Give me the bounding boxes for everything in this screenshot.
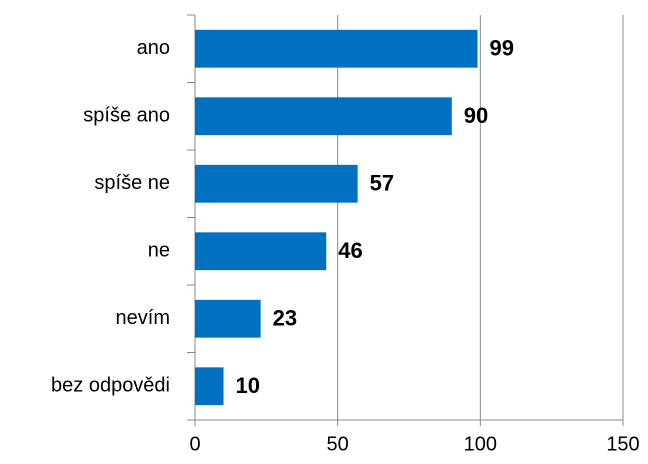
bar [195,367,224,406]
value-label: 99 [489,36,513,61]
x-tick-label: 50 [327,433,349,455]
x-tick-label: 100 [464,433,497,455]
x-tick-label: 0 [189,433,200,455]
bar [195,232,327,271]
bar [195,299,261,338]
y-tick-label: spíše ne [94,172,170,194]
value-label: 57 [370,171,394,196]
y-tick-label: nevím [116,307,170,329]
bar [195,97,452,136]
y-tick-label: bez odpovědi [51,375,170,397]
value-label: 10 [236,373,260,398]
y-tick-label: ne [148,240,170,262]
y-tick-label: spíše ano [83,105,170,127]
value-label: 23 [273,306,297,331]
value-label: 46 [338,238,362,263]
x-tick-label: 150 [606,433,639,455]
bar [195,164,358,203]
bar [195,29,478,68]
value-label: 90 [464,103,488,128]
y-tick-label: ano [137,37,170,59]
